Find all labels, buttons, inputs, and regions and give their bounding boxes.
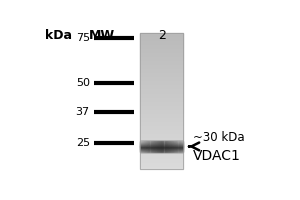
Text: ~30 kDa: ~30 kDa [193, 131, 245, 144]
Text: kDa: kDa [45, 29, 72, 42]
Text: VDAC1: VDAC1 [193, 149, 241, 163]
Text: 25: 25 [76, 138, 90, 148]
Text: 2: 2 [158, 29, 166, 42]
Text: 37: 37 [76, 107, 90, 117]
Text: 75: 75 [76, 33, 90, 43]
Text: 50: 50 [76, 78, 90, 88]
Text: MW: MW [88, 29, 115, 42]
